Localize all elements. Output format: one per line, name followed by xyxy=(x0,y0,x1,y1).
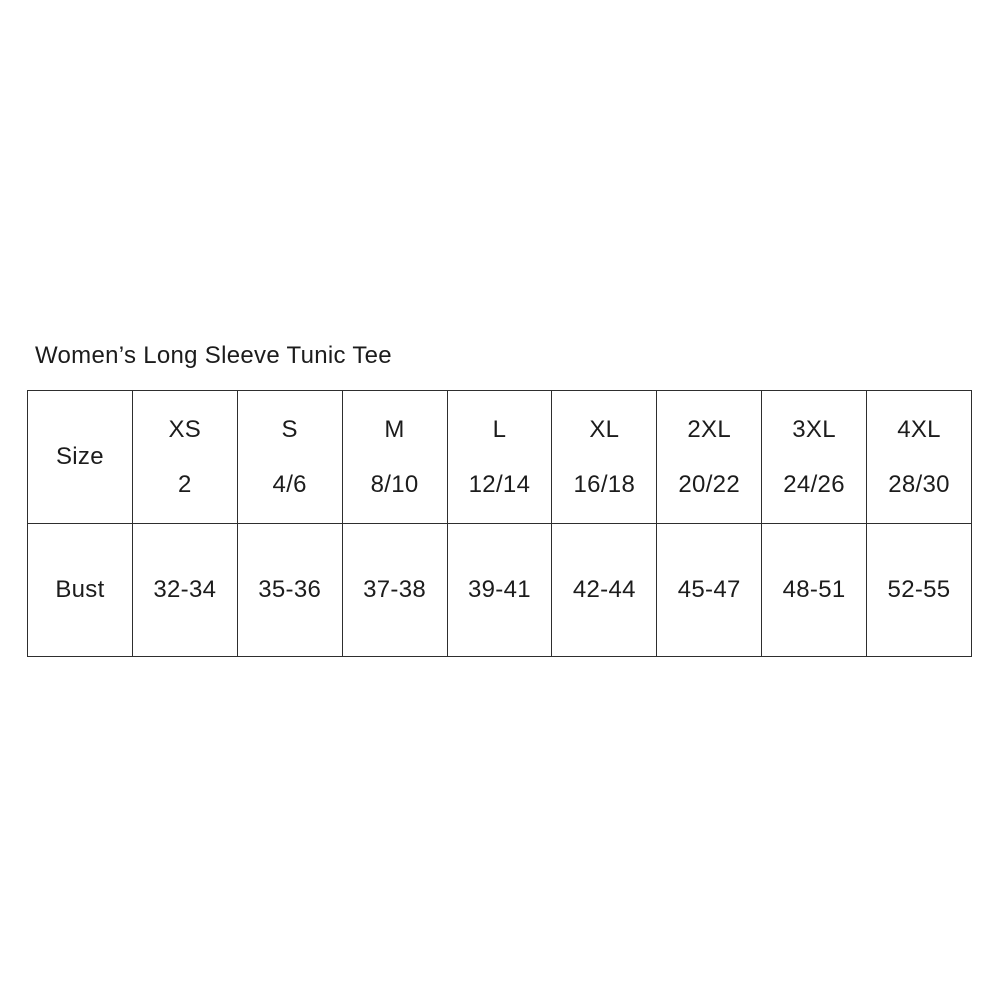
bust-cell-m: 37-38 xyxy=(341,523,448,657)
size-label: 3XL xyxy=(792,415,836,443)
size-cell-m: M 8/10 xyxy=(341,390,448,524)
size-label: M xyxy=(384,415,405,443)
page-title: Women’s Long Sleeve Tunic Tee xyxy=(35,342,392,369)
size-label: 4XL xyxy=(897,415,941,443)
size-numeric: 24/26 xyxy=(783,470,845,498)
bust-cell-xl: 42-44 xyxy=(551,523,658,657)
size-label: XS xyxy=(168,415,202,443)
size-label: XL xyxy=(589,415,620,443)
size-numeric: 20/22 xyxy=(678,470,740,498)
bust-cell-4xl: 52-55 xyxy=(866,523,972,657)
size-cell-4xl: 4XL 28/30 xyxy=(866,390,972,524)
bust-cell-xs: 32-34 xyxy=(131,523,238,657)
table-row-sizes: Size XS 2 S 4/6 M 8/10 xyxy=(27,390,972,524)
size-chart-table: Size XS 2 S 4/6 M 8/10 xyxy=(27,390,972,657)
row-label-size: Size xyxy=(27,390,133,524)
size-cell-xl: XL 16/18 xyxy=(551,390,658,524)
size-cell-s: S 4/6 xyxy=(236,390,343,524)
table-row-bust: Bust 32-34 35-36 37-38 39-41 42-44 45-47… xyxy=(27,523,972,657)
bust-cell-l: 39-41 xyxy=(446,523,553,657)
size-label: S xyxy=(281,415,298,443)
size-cell-xs: XS 2 xyxy=(131,390,238,524)
size-numeric: 16/18 xyxy=(573,470,636,498)
size-cell-3xl: 3XL 24/26 xyxy=(761,390,867,524)
size-label: L xyxy=(492,415,507,443)
size-numeric: 12/14 xyxy=(468,470,531,498)
bust-cell-3xl: 48-51 xyxy=(761,523,867,657)
size-cell-2xl: 2XL 20/22 xyxy=(656,390,763,524)
size-numeric: 28/30 xyxy=(888,470,950,498)
bust-cell-2xl: 45-47 xyxy=(656,523,763,657)
bust-cell-s: 35-36 xyxy=(236,523,343,657)
size-numeric: 2 xyxy=(177,470,192,498)
size-numeric: 4/6 xyxy=(272,470,307,498)
row-label-bust: Bust xyxy=(27,523,133,657)
size-label: 2XL xyxy=(687,415,731,443)
size-numeric: 8/10 xyxy=(370,470,419,498)
size-cell-l: L 12/14 xyxy=(446,390,553,524)
